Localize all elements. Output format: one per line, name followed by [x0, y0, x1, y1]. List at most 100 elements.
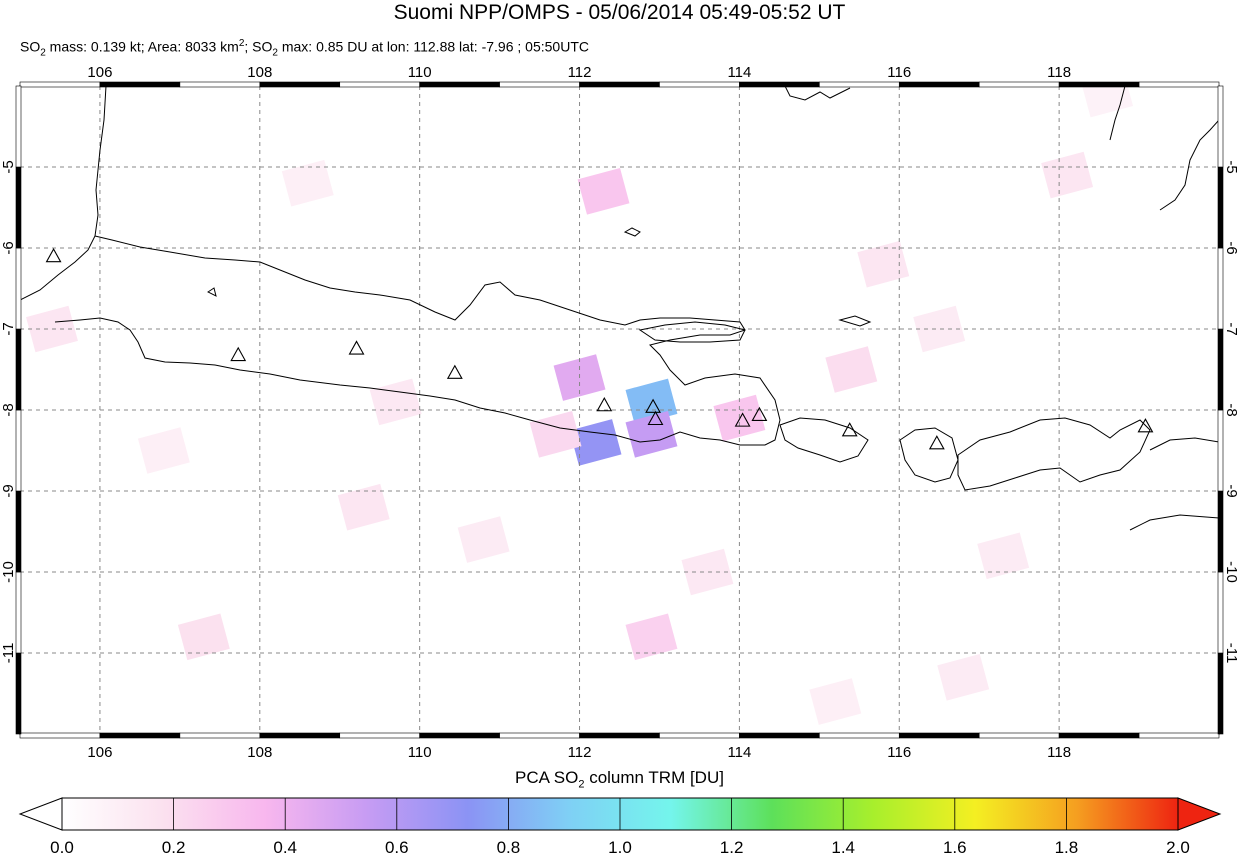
lat-tick-label-left: -11 [0, 643, 17, 664]
frame-tick-bottom [419, 732, 500, 739]
frame-tick-bottom [1138, 732, 1220, 739]
colorbar-tick-label: 0.4 [273, 838, 298, 857]
frame-tick-top [978, 81, 1060, 88]
so2-pixel [713, 394, 766, 442]
lon-tick-label-top: 116 [887, 64, 911, 81]
map-frame-ticks [15, 81, 1224, 739]
lat-tick-label-left: -10 [0, 561, 17, 583]
frame-tick-top [179, 81, 261, 88]
frame-tick-bottom [739, 732, 820, 739]
frame-tick-bottom [99, 732, 181, 739]
so2-pixel [625, 411, 678, 458]
frame-tick-bottom [659, 732, 740, 739]
colorbar-tick-label: 1.2 [719, 838, 744, 857]
colorbar-tick-label: 0.8 [496, 838, 521, 857]
frame-tick-bottom [819, 732, 900, 739]
lat-tick-label-right: -5 [1223, 160, 1239, 173]
so2-pixel [281, 159, 334, 207]
lon-tick-label-top: 112 [568, 64, 592, 81]
volcano-triangle-icon [734, 412, 751, 427]
axis-labels: 106 106 108 108 110 110 112 112 114 114 116 116 118 1… [0, 64, 1239, 761]
frame-tick-top [339, 81, 420, 88]
frame-tick-left [15, 652, 22, 735]
volcano-triangle-icon [446, 364, 463, 379]
lat-tick-label-left: -8 [0, 403, 17, 416]
volcano-markers [45, 247, 1154, 450]
coastline-sumba [1129, 514, 1219, 531]
coastline-islet [207, 287, 217, 297]
frame-tick-top [419, 81, 500, 88]
so2-pixel [137, 427, 190, 474]
colorbar-tick-label: 0.2 [161, 838, 186, 857]
lat-tick-label-right: -8 [1223, 403, 1239, 416]
volcano-triangle-icon [751, 406, 768, 422]
colorbar-title: PCA SO2 column TRM [DU] [0, 768, 1239, 790]
so2-pixel [977, 532, 1030, 580]
frame-tick-left [15, 166, 22, 249]
colorbar-over-arrow [1177, 797, 1222, 831]
coastline-java [54, 235, 781, 446]
frame-tick-bottom [579, 732, 660, 739]
so2-pixel [26, 305, 78, 353]
colorbar [18, 797, 1222, 831]
so2-pixel [825, 346, 878, 393]
so2-pixel [625, 613, 678, 661]
colorbar-title-prefix: PCA SO [515, 768, 579, 787]
so2-pixel [337, 483, 390, 531]
lon-tick-label-bottom: 108 [247, 744, 272, 761]
volcano-triangle-icon [230, 346, 247, 362]
so2-pixel [681, 548, 734, 596]
coastline-madura [638, 321, 746, 343]
colorbar-tick-label: 1.6 [942, 838, 967, 857]
frame-tick-bottom [978, 732, 1060, 739]
so2-pixel [809, 678, 862, 725]
colorbar-tick-label: 1.0 [608, 838, 632, 857]
frame-tick-right [1217, 247, 1224, 330]
frame-tick-top [579, 81, 660, 88]
colorbar-tick-label: 2.0 [1166, 838, 1190, 857]
lat-tick-label-left: -6 [0, 241, 17, 254]
frame-tick-top [819, 81, 900, 88]
coastline-karimunjawa [623, 227, 641, 237]
colorbar-under-arrow [18, 797, 63, 831]
coastline-sumbawa [957, 417, 1151, 491]
frame-tick-right [1217, 409, 1224, 492]
map-subtitle: SO2 mass: 0.139 kt; Area: 8033 km2; SO2 … [20, 38, 589, 59]
frame-tick-right [1217, 490, 1224, 573]
so2-pixel [457, 516, 510, 563]
lat-tick-label-left: -9 [0, 484, 17, 497]
so2-pixel [913, 305, 966, 353]
so2-pixel [529, 411, 582, 458]
coastline-lombok [899, 427, 959, 483]
frame-tick-top [659, 81, 740, 88]
frame-tick-top [1058, 81, 1140, 88]
frame-tick-top [99, 81, 181, 88]
lat-tick-label-left: -5 [0, 160, 17, 173]
frame-tick-bottom [19, 732, 101, 739]
volcano-triangle-icon [1137, 418, 1154, 433]
lon-tick-label-top: 118 [1047, 64, 1071, 81]
area-value: 8033 km [185, 38, 239, 55]
volcano-triangle-icon [647, 410, 664, 426]
frame-tick-right [1217, 571, 1224, 654]
frame-tick-left [15, 247, 22, 330]
frame-tick-right [1217, 328, 1224, 411]
coastline-kangean [838, 315, 872, 327]
map-title: Suomi NPP/OMPS - 05/06/2014 05:49-05:52 … [393, 1, 846, 24]
lat-tick-label-left: -7 [0, 322, 17, 335]
lon-tick-label-bottom: 110 [408, 744, 432, 761]
frame-tick-top [739, 81, 820, 88]
frame-tick-top [259, 81, 341, 88]
graticule [20, 86, 1219, 734]
frame-tick-bottom [179, 732, 261, 739]
so2-max-value: 0.85 DU at lon: 112.88 lat: -7.96 ; 05:5… [316, 38, 589, 55]
lat-tick-label-right: -7 [1223, 322, 1239, 335]
coastline-bali [779, 417, 869, 463]
volcano-triangle-icon [841, 422, 858, 437]
frame-tick-top [898, 81, 980, 88]
colorbar-title-suffix: column TRM [DU] [584, 768, 724, 787]
frame-tick-bottom [339, 732, 420, 739]
lat-tick-label-right: -11 [1223, 643, 1239, 664]
volcano-triangle-icon [45, 247, 62, 263]
frame-tick-bottom [898, 732, 980, 739]
